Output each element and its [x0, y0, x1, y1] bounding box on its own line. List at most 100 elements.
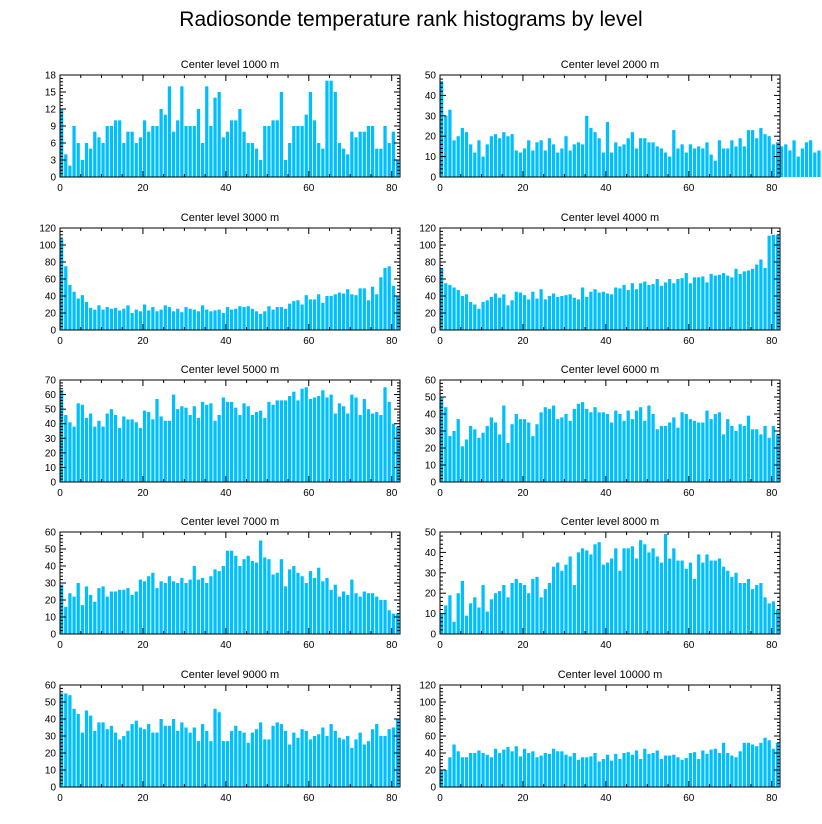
histogram-bar: [481, 301, 485, 330]
histogram-bar: [564, 414, 568, 482]
histogram-bar: [362, 398, 366, 482]
histogram-bar: [477, 140, 481, 177]
histogram-bar: [663, 152, 668, 177]
histogram-bar: [572, 753, 576, 787]
histogram-bar: [341, 406, 346, 482]
histogram-bar: [630, 419, 634, 482]
histogram-bar: [452, 287, 456, 330]
histogram-bar: [358, 732, 362, 787]
histogram-bar: [444, 115, 448, 177]
histogram-bar: [155, 588, 159, 634]
histogram-bar: [366, 593, 371, 634]
histogram-bar: [692, 752, 697, 787]
histogram-bar: [159, 416, 163, 482]
histogram-bar: [692, 420, 697, 482]
histogram-bar: [697, 554, 701, 634]
histogram-bar: [234, 407, 238, 482]
histogram-bar: [93, 131, 97, 177]
histogram-bar: [771, 748, 775, 787]
y-tick-label: 0: [430, 478, 436, 489]
histogram-bar: [358, 131, 362, 177]
histogram-bar: [784, 144, 788, 177]
y-tick-label: 50: [45, 698, 57, 709]
histogram-bar: [60, 239, 64, 330]
histogram-bar: [502, 132, 506, 177]
histogram-bar: [560, 751, 564, 787]
histogram-bar: [300, 388, 304, 482]
histogram-bar: [68, 284, 72, 330]
y-tick-label: 120: [419, 681, 436, 692]
x-tick-label: 40: [220, 793, 232, 804]
histogram-bar: [184, 307, 188, 330]
histogram-bar: [250, 143, 254, 177]
x-tick-label: 0: [57, 640, 63, 651]
histogram-bar: [473, 597, 477, 634]
y-tick-label: 0: [50, 478, 56, 489]
histogram-bar: [64, 266, 68, 330]
histogram-bar: [259, 313, 263, 330]
x-tick-label: 20: [137, 793, 149, 804]
histogram-bar: [126, 730, 130, 787]
histogram-bar: [109, 409, 114, 482]
histogram-bar: [560, 148, 564, 177]
histogram-bar: [122, 589, 126, 634]
histogram-bar: [89, 413, 93, 482]
histogram-bar: [234, 555, 238, 634]
histogram-bar: [676, 757, 680, 787]
histogram-bar: [767, 437, 771, 482]
histogram-bar: [304, 387, 308, 482]
histogram-bar: [217, 414, 221, 482]
histogram-bar: [659, 758, 664, 787]
histogram-bar: [138, 137, 143, 177]
y-tick-label: 60: [425, 376, 437, 387]
x-tick-label: 20: [137, 183, 149, 194]
histogram-panel-4: Center level 4000 m 0 20 40 60 80 0 20 40 60 80 100…: [419, 212, 781, 347]
histogram-bar: [460, 757, 464, 787]
histogram-bar: [308, 571, 313, 634]
histogram-bar: [763, 134, 767, 177]
histogram-bar: [510, 134, 514, 177]
histogram-bar: [506, 597, 510, 634]
histogram-bar: [746, 578, 751, 634]
histogram-bar: [325, 80, 329, 177]
histogram-bar: [142, 581, 147, 634]
y-tick-label: 20: [45, 309, 57, 320]
histogram-bar: [601, 152, 605, 177]
y-tick-label: 40: [45, 419, 57, 430]
histogram-bar: [601, 564, 605, 634]
histogram-bar: [585, 296, 589, 330]
histogram-bar: [771, 234, 775, 330]
histogram-bar: [97, 420, 101, 482]
histogram-bar: [118, 120, 122, 177]
x-tick-label: 40: [220, 640, 232, 651]
histogram-bar: [655, 750, 659, 787]
histogram-bar: [676, 427, 680, 482]
histogram-bar: [775, 142, 780, 177]
histogram-bar: [489, 757, 494, 787]
histogram-bar: [151, 307, 155, 330]
histogram-bar: [763, 425, 767, 482]
x-tick-label: 20: [517, 793, 529, 804]
histogram-bar: [105, 307, 109, 330]
histogram-bar: [138, 311, 143, 330]
histogram-bar: [196, 579, 201, 634]
histogram-bar: [547, 408, 552, 482]
histogram-bar: [370, 729, 375, 787]
histogram-bar: [221, 313, 225, 330]
histogram-bar: [551, 405, 556, 482]
histogram-bar: [705, 282, 709, 330]
histogram-bar: [742, 146, 746, 177]
histogram-bar: [346, 413, 350, 482]
histogram-bar: [321, 148, 325, 177]
histogram-bar: [184, 407, 188, 482]
histogram-bar: [275, 400, 279, 482]
histogram-bar: [304, 583, 308, 634]
histogram-bar: [89, 594, 93, 634]
histogram-bar: [209, 403, 213, 482]
histogram-bar: [366, 300, 371, 330]
histogram-bar: [738, 583, 742, 634]
histogram-bar: [498, 297, 502, 330]
histogram-bar: [395, 426, 400, 482]
histogram-bar: [510, 424, 514, 482]
histogram-bar: [560, 417, 564, 482]
